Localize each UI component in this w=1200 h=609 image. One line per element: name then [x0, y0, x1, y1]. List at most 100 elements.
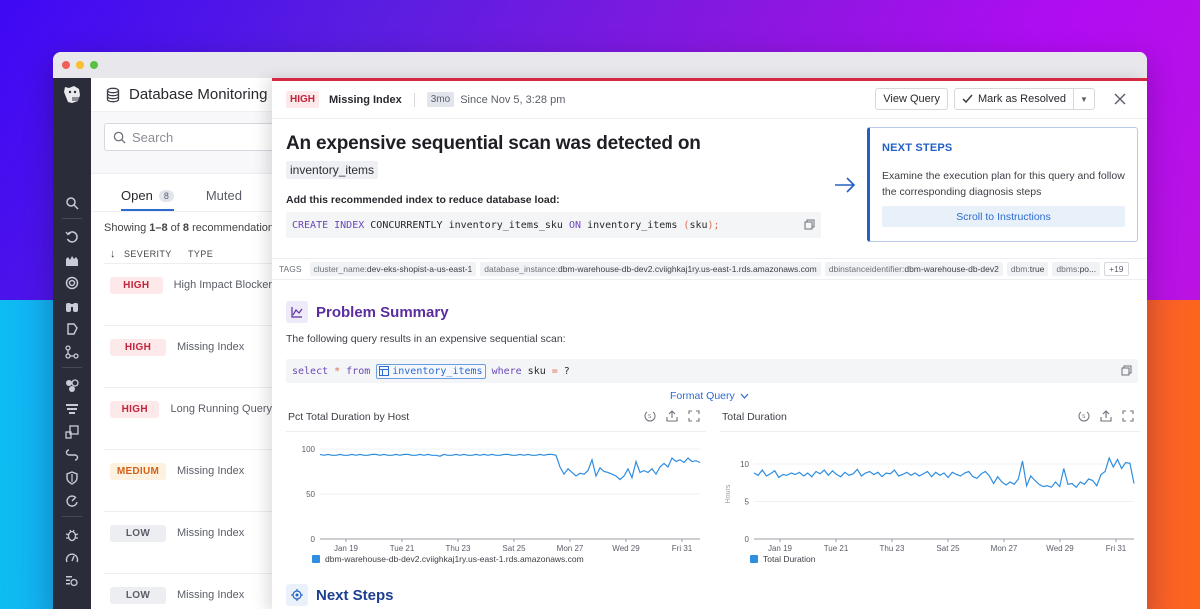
chevron-down-icon[interactable]: ▼: [1080, 94, 1088, 104]
chart-legend[interactable]: Total Duration: [750, 554, 815, 564]
copy-icon[interactable]: [804, 219, 815, 230]
ci-icon[interactable]: [63, 572, 81, 590]
sql-keyword: where: [491, 365, 522, 377]
rum-icon[interactable]: [63, 549, 81, 567]
table-row[interactable]: HIGH High Impact Blocker: [104, 264, 272, 326]
copy-icon[interactable]: [1121, 365, 1132, 376]
bug-icon[interactable]: [63, 526, 81, 544]
problem-summary-heading: Problem Summary: [286, 301, 449, 323]
apm-icon[interactable]: [63, 274, 81, 292]
sort-desc-icon[interactable]: ↓: [110, 247, 116, 260]
svg-text:Hours: Hours: [725, 484, 732, 503]
export-icon[interactable]: [666, 410, 678, 422]
sql-column: sku: [689, 219, 708, 231]
shield-icon[interactable]: [63, 469, 81, 487]
maximize-window-button[interactable]: [90, 61, 98, 69]
svg-text:Jan 19: Jan 19: [768, 544, 793, 553]
nav-divider: [62, 516, 82, 517]
svg-text:100: 100: [302, 445, 316, 454]
table-row[interactable]: LOW Missing Index: [104, 512, 272, 574]
table-link-label: inventory_items: [392, 365, 483, 377]
legend-swatch: [312, 555, 320, 563]
severity-badge: LOW: [110, 587, 166, 604]
search-icon[interactable]: [63, 194, 81, 212]
mark-resolved-label: Mark as Resolved: [977, 93, 1066, 105]
column-severity[interactable]: SEVERITY: [124, 248, 172, 259]
table-name-chip[interactable]: inventory_items: [286, 161, 379, 179]
infrastructure-icon[interactable]: [63, 251, 81, 269]
line-chart-plot[interactable]: 0 50 100 Jan 19 Tue 21 Thu 23 Sat 25 Mon 27 Wed …: [286, 439, 706, 554]
create-index-code[interactable]: CREATE INDEX CONCURRENTLY inventory_item…: [286, 212, 821, 238]
column-type[interactable]: TYPE: [188, 248, 214, 259]
query-code[interactable]: select * from inventory_items where sku …: [286, 359, 1138, 383]
chart-title: Pct Total Duration by Host: [288, 411, 410, 423]
tag-value: dbm-warehouse-db-dev2: [904, 264, 999, 274]
mark-resolved-split-button: Mark as Resolved ▼: [953, 88, 1095, 110]
tag-value: po...: [1079, 264, 1097, 274]
table-row[interactable]: HIGH Long Running Query: [104, 388, 272, 450]
format-query-toggle[interactable]: Format Query: [670, 390, 749, 402]
view-query-button[interactable]: View Query: [875, 88, 948, 110]
chart-actions: S: [1078, 410, 1134, 422]
mark-resolved-button[interactable]: Mark as Resolved: [955, 89, 1074, 109]
scroll-to-instructions-button[interactable]: Scroll to Instructions: [882, 206, 1125, 227]
fullscreen-icon[interactable]: [1122, 410, 1134, 422]
nav-divider: [62, 367, 82, 368]
check-icon: [962, 94, 973, 104]
tag-chip[interactable]: cluster_name:dev-eks-shopist-a-us-east-1: [309, 262, 477, 276]
tag-chip[interactable]: dbinstanceidentifier:dbm-warehouse-db-de…: [824, 262, 1003, 276]
next-steps-title: Next Steps: [316, 586, 394, 604]
ai-assist-icon[interactable]: S: [1078, 410, 1090, 422]
minimize-window-button[interactable]: [76, 61, 84, 69]
close-icon[interactable]: [1109, 88, 1131, 110]
since-timestamp: Since Nov 5, 3:28 pm: [460, 93, 566, 106]
search-input[interactable]: Search: [104, 123, 294, 151]
chart-actions: S: [644, 410, 700, 422]
history-icon[interactable]: [63, 228, 81, 246]
sql-keyword: ON: [568, 219, 582, 231]
watchdog-icon[interactable]: [63, 297, 81, 315]
table-row[interactable]: HIGH Missing Index: [104, 326, 272, 388]
chart-total-duration: Total Duration S 0 5 10 Hours Jan 19 Tue 21 Th…: [720, 409, 1140, 569]
tag-key: dbms:: [1056, 264, 1080, 274]
search-placeholder: Search: [132, 129, 174, 145]
logs-icon[interactable]: [63, 400, 81, 418]
close-window-button[interactable]: [62, 61, 70, 69]
line-chart-plot[interactable]: 0 5 10 Hours Jan 19 Tue 21 Thu 23 Sat 25 Mon 27 W…: [720, 439, 1140, 554]
datadog-logo-icon[interactable]: [60, 83, 84, 107]
integrations-icon[interactable]: [63, 377, 81, 395]
next-steps-card: NEXT STEPS Examine the execution plan fo…: [867, 127, 1138, 242]
svg-text:Wed 29: Wed 29: [612, 544, 640, 553]
tab-muted[interactable]: Muted: [206, 188, 242, 211]
tag-chip[interactable]: dbms:po...: [1052, 262, 1101, 276]
security-icon[interactable]: [63, 320, 81, 338]
sql-keyword: from: [346, 365, 371, 377]
svg-text:0: 0: [311, 535, 316, 544]
tag-chip[interactable]: database_instance:dbm-warehouse-db-dev2.…: [480, 262, 821, 276]
fullscreen-icon[interactable]: [688, 410, 700, 422]
service-map-icon[interactable]: [63, 446, 81, 464]
sql-punct: (: [683, 219, 690, 231]
problem-summary-description: The following query results in an expens…: [286, 333, 566, 345]
global-nav: [53, 78, 91, 609]
table-link[interactable]: inventory_items: [376, 363, 486, 379]
panel-header: Database Monitoring: [91, 78, 272, 112]
tag-key: database_instance:: [484, 264, 558, 274]
more-tags-button[interactable]: +19: [1104, 262, 1129, 276]
tags-bar: TAGS cluster_name:dev-eks-shopist-a-us-e…: [272, 258, 1147, 280]
chart-legend[interactable]: dbm-warehouse-db-dev2.cviighkaj1ry.us-ea…: [312, 554, 584, 564]
workflow-icon[interactable]: [63, 343, 81, 361]
tag-chip[interactable]: dbm:true: [1006, 262, 1049, 276]
svg-text:Tue 21: Tue 21: [824, 544, 849, 553]
synthetics-icon[interactable]: [63, 492, 81, 510]
export-icon[interactable]: [1100, 410, 1112, 422]
tab-open[interactable]: Open 8: [121, 188, 174, 211]
ai-assist-icon[interactable]: S: [644, 410, 656, 422]
table-row[interactable]: LOW Missing Index: [104, 574, 272, 609]
table-row[interactable]: MEDIUM Missing Index: [104, 450, 272, 512]
tag-key: cluster_name:: [313, 264, 367, 274]
dashboards-icon[interactable]: [63, 423, 81, 441]
tag-key: dbinstanceidentifier:: [828, 264, 905, 274]
recommendation-type: Missing Index: [177, 341, 245, 353]
svg-text:Fri 31: Fri 31: [672, 544, 693, 553]
